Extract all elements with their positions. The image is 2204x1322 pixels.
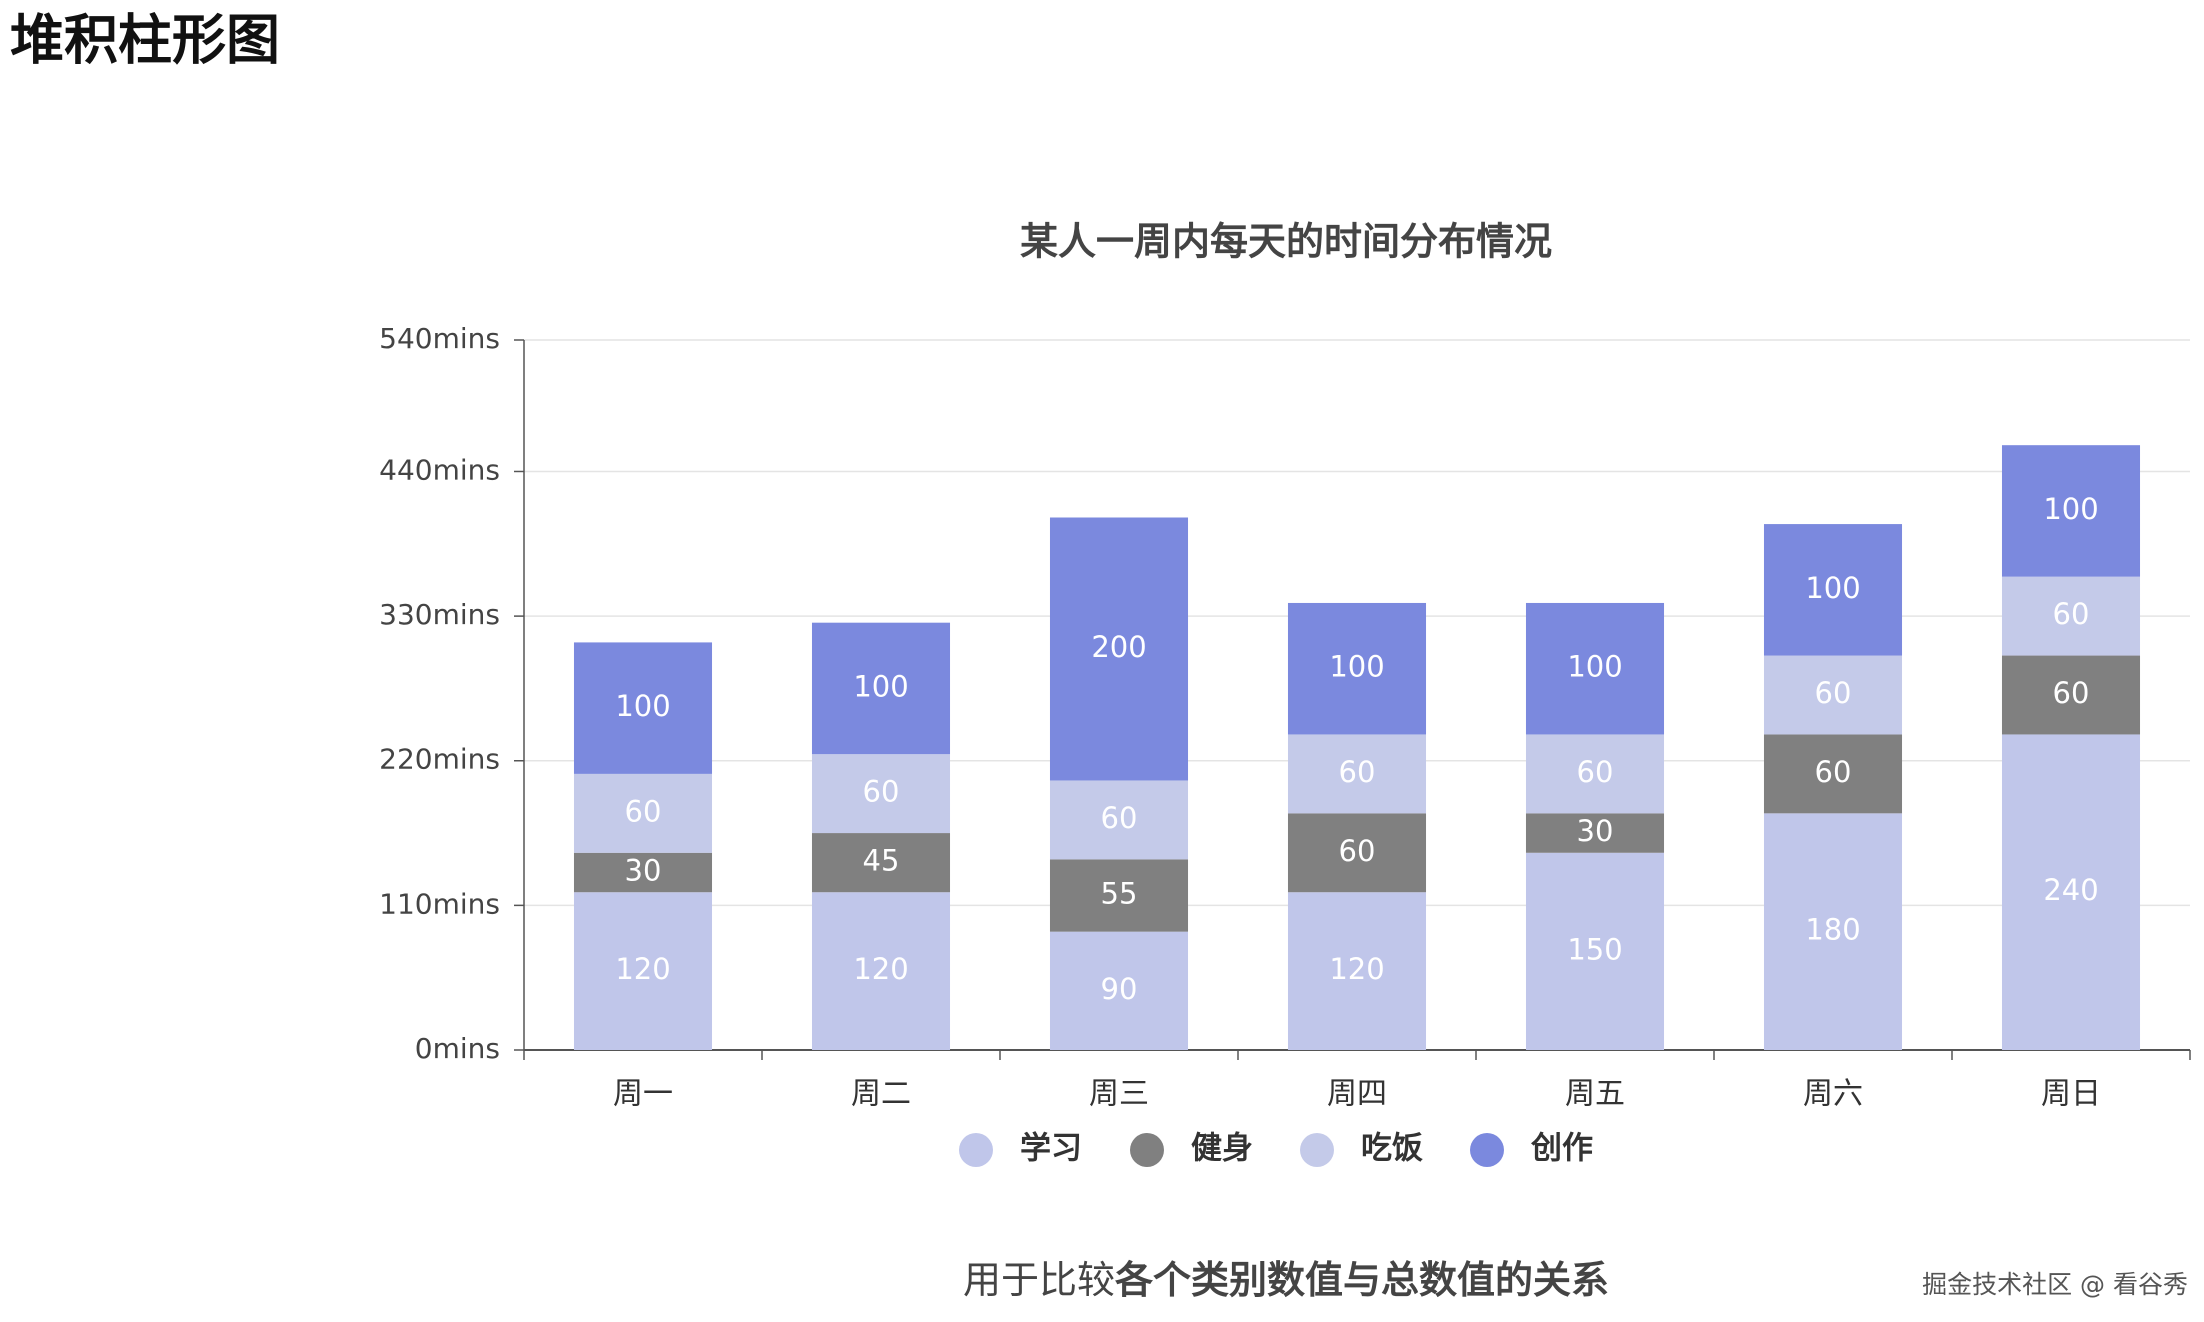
y-tick-label: 330mins [379,598,500,631]
value-label: 100 [1805,571,1860,605]
bar-segment [573,642,713,774]
y-tick-label: 0mins [415,1032,500,1065]
bar-segment [1287,813,1427,893]
legend-label: 学习 [1020,1131,1082,1167]
bar-segment [1525,852,1665,1050]
bar-segment [1049,931,1189,1050]
value-label: 100 [1567,650,1622,684]
x-tick-label: 周五 [1565,1077,1625,1112]
bar-segment [2001,655,2141,735]
bar-segment [811,892,951,1050]
legend-marker [959,1133,993,1167]
x-tick-label: 周三 [1089,1077,1149,1112]
value-label: 100 [2043,492,2098,526]
bar-segment [1049,517,1189,781]
x-tick-label: 周四 [1327,1077,1387,1112]
value-label: 120 [853,952,908,986]
legend-label: 吃饭 [1361,1131,1423,1167]
caption-bold: 各个类别数值与总数值的关系 [1115,1258,1609,1302]
value-label: 240 [2043,873,2098,907]
bar-segment [1525,813,1665,853]
bar-segment [1287,734,1427,814]
value-label: 100 [1329,650,1384,684]
value-label: 100 [615,689,670,723]
value-label: 60 [2053,676,2090,710]
bar-segment [1763,734,1903,814]
bar-segment [1763,813,1903,1050]
value-label: 120 [1329,952,1384,986]
bar-segment [573,852,713,893]
legend-marker [1130,1133,1164,1167]
x-tick-label: 周二 [851,1077,911,1112]
bar-segment [811,833,951,893]
y-tick-label: 220mins [379,743,500,776]
bar-segment [1287,892,1427,1050]
bar-segment [2001,445,2141,577]
caption-plain: 用于比较 [963,1258,1115,1302]
bar-segment [1287,602,1427,735]
caption: 用于比较各个类别数值与总数值的关系 [963,1258,1609,1302]
value-label: 60 [625,794,662,828]
value-label: 150 [1567,932,1622,966]
value-label: 60 [1815,676,1852,710]
value-label: 60 [1101,801,1138,835]
value-label: 60 [1577,755,1614,789]
bar-segment [811,622,951,755]
bar-segment [1525,602,1665,735]
value-label: 180 [1805,913,1860,947]
value-label: 45 [863,844,900,878]
bar-segment [1763,524,1903,656]
chart-title: 某人一周内每天的时间分布情况 [1020,220,1552,264]
value-label: 30 [1577,814,1614,848]
bar-segment [573,773,713,853]
bar-segment [1525,734,1665,814]
bar-segment [2001,734,2141,1050]
bar-segment [1049,859,1189,932]
y-tick-label: 540mins [379,322,500,355]
legend-marker [1470,1133,1504,1167]
bar-segment [573,892,713,1050]
bar-segment [811,754,951,834]
value-label: 90 [1101,972,1138,1006]
x-tick-label: 周日 [2041,1077,2101,1112]
page-heading: 堆积柱形图 [10,9,280,72]
value-label: 60 [1339,834,1376,868]
value-label: 60 [863,775,900,809]
watermark: 掘金技术社区 @ 看谷秀 [1922,1270,2188,1299]
value-label: 55 [1101,877,1138,911]
bar-segment [1049,780,1189,860]
bar-segment [1763,655,1903,735]
legend-marker [1300,1133,1334,1167]
value-label: 100 [853,669,908,703]
x-tick-label: 周一 [613,1077,673,1112]
value-label: 60 [2053,597,2090,631]
value-label: 120 [615,952,670,986]
x-tick-label: 周六 [1803,1077,1863,1112]
value-label: 60 [1339,755,1376,789]
value-label: 60 [1815,755,1852,789]
legend-label: 健身 [1191,1131,1253,1167]
y-tick-label: 440mins [379,453,500,486]
value-label: 200 [1091,630,1146,664]
y-tick-label: 110mins [379,887,500,920]
legend-label: 创作 [1530,1131,1593,1167]
value-label: 30 [625,854,662,888]
bar-segment [2001,576,2141,656]
